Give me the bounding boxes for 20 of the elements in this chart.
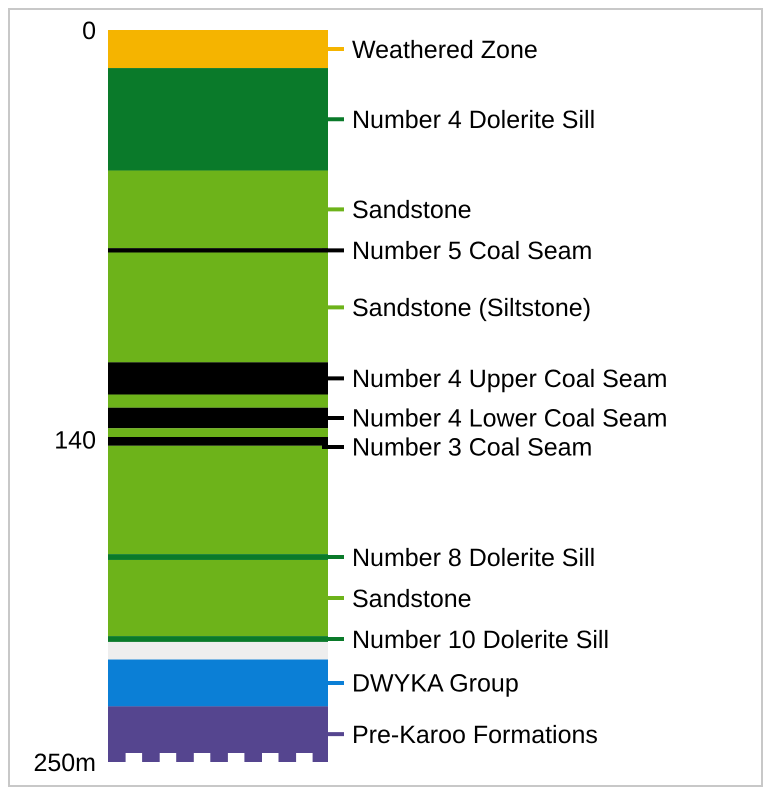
y-tick-label: 0 <box>82 16 96 45</box>
legend-label: Sandstone <box>352 584 472 613</box>
legend-label: Number 5 Coal Seam <box>352 237 592 266</box>
legend-label: Sandstone <box>352 196 472 224</box>
legend-label: Number 4 Lower Coal Seam <box>352 404 668 433</box>
legend-label: Number 4 Dolerite Sill <box>352 106 596 134</box>
legend-label: Sandstone (Siltstone) <box>352 294 592 322</box>
y-tick-label: 250m <box>33 748 96 777</box>
legend-label: Number 8 Dolerite Sill <box>352 544 596 572</box>
bar <box>108 642 328 660</box>
bar <box>108 428 328 437</box>
legend-label: Number 3 Coal Seam <box>352 434 592 462</box>
legend-label: Pre-Karoo Formations <box>352 720 598 749</box>
legend-label: Number 10 Dolerite Sill <box>352 626 610 654</box>
bar <box>108 394 328 408</box>
legend-label: Number 4 Upper Coal Seam <box>352 365 668 394</box>
bar <box>108 446 328 554</box>
legend-label: Weathered Zone <box>352 36 538 64</box>
y-tick-label: 140 <box>54 426 96 455</box>
legend-label: DWYKA Group <box>352 670 519 698</box>
